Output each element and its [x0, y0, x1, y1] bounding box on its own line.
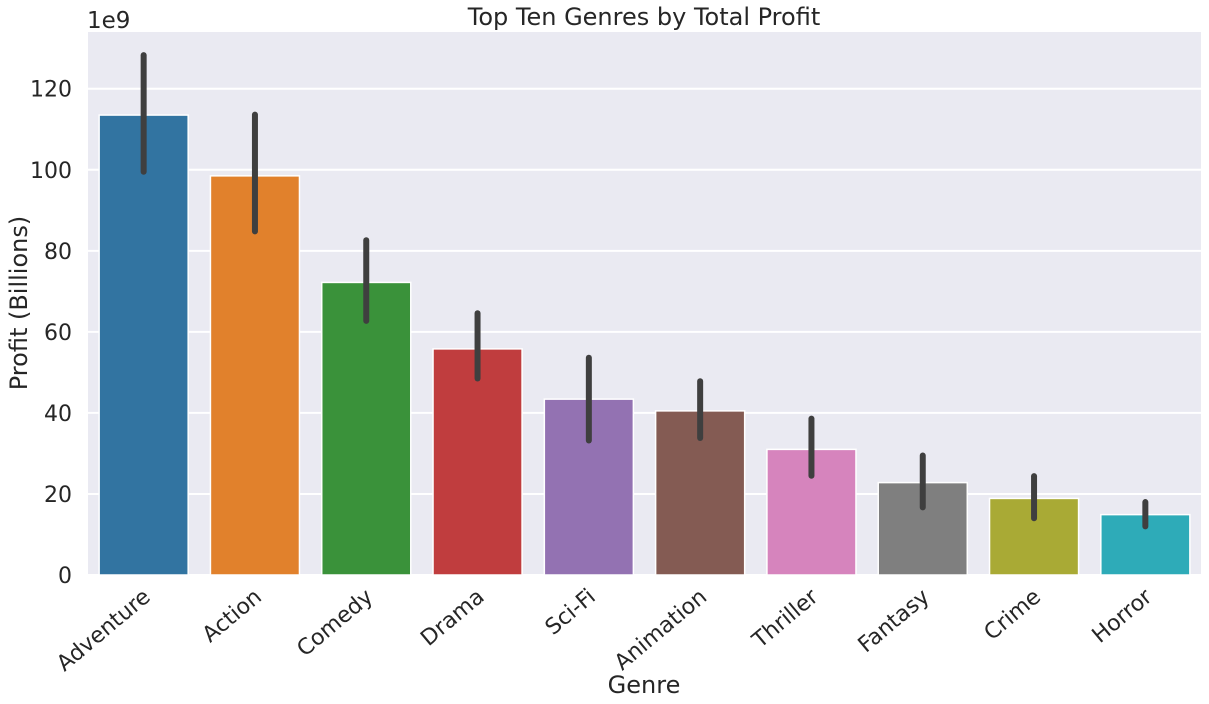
x-tick-label: Drama — [416, 584, 489, 651]
x-tick-label: Action — [198, 584, 267, 647]
x-axis-label: Genre — [608, 671, 681, 699]
x-tick-label: Comedy — [292, 584, 378, 662]
y-tick-label: 20 — [44, 483, 72, 508]
bar-comedy — [320, 281, 412, 576]
x-tick-label: Thriller — [747, 584, 824, 654]
y-tick-label: 80 — [44, 240, 72, 265]
y-tick-label: 120 — [30, 78, 72, 103]
x-tick-labels: Adventure Action Comedy Drama Sci-Fi Animatio… — [52, 584, 1158, 677]
bars — [98, 114, 1191, 576]
x-tick-label: Crime — [980, 584, 1046, 645]
y-axis-offset-text: 1e9 — [87, 8, 130, 34]
x-tick-label: Sci-Fi — [541, 584, 601, 640]
bar-drama — [432, 348, 523, 576]
chart-title: Top Ten Genres by Total Profit — [467, 3, 820, 31]
y-tick-label: 0 — [58, 564, 72, 589]
x-tick-label: Horror — [1088, 584, 1158, 649]
bar-adventure — [98, 114, 189, 576]
y-tick-label: 40 — [44, 402, 72, 427]
y-tick-labels: 0 20 40 60 80 100 120 — [30, 78, 72, 589]
bar-horror — [1100, 513, 1191, 576]
x-tick-label: Adventure — [52, 584, 155, 676]
bar-action — [209, 175, 301, 576]
y-tick-label: 60 — [44, 321, 72, 346]
x-tick-label: Animation — [610, 584, 712, 675]
y-tick-label: 100 — [30, 159, 72, 184]
x-tick-label: Fantasy — [854, 584, 935, 658]
y-axis-label: Profit (Billions) — [5, 216, 33, 391]
error-bars — [140, 52, 1149, 530]
